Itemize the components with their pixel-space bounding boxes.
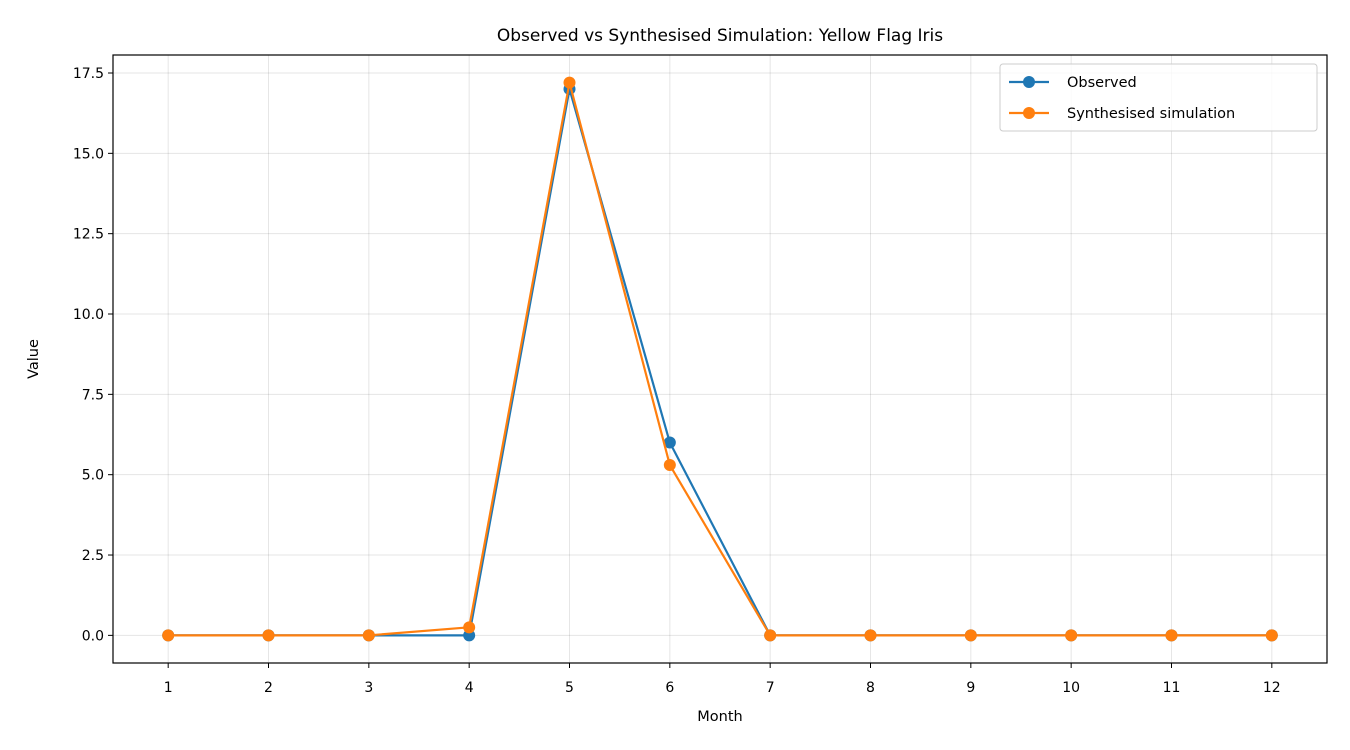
series-1 [162, 76, 1278, 642]
x-tick-label: 2 [264, 680, 273, 696]
x-tick-label: 9 [966, 680, 975, 696]
y-tick-label: 17.5 [73, 66, 104, 82]
legend-box [999, 63, 1318, 132]
y-axis-label: Value [26, 339, 42, 379]
legend-marker [1023, 107, 1035, 119]
x-tick-label: 4 [465, 680, 474, 696]
y-tick-label: 12.5 [73, 227, 104, 243]
data-point [262, 629, 275, 642]
x-axis-label: Month [697, 709, 742, 725]
y-axis-ticks: 0.0 2.5 5.0 7.5 10.0 12.5 15.0 17.5 [73, 66, 113, 644]
data-point [563, 76, 576, 89]
x-tick-label: 11 [1163, 680, 1181, 696]
x-tick-label: 8 [866, 680, 875, 696]
y-tick-label: 15.0 [73, 146, 104, 162]
y-tick-label: 0.0 [82, 628, 104, 644]
y-tick-label: 5.0 [82, 468, 104, 484]
data-point [663, 459, 676, 472]
x-tick-label: 10 [1062, 680, 1080, 696]
legend-label: Synthesised simulation [1067, 106, 1235, 122]
data-point [1265, 629, 1278, 642]
legend-label: Observed [1067, 75, 1137, 91]
x-tick-label: 1 [164, 680, 173, 696]
x-tick-label: 12 [1263, 680, 1281, 696]
y-tick-label: 10.0 [73, 307, 104, 323]
x-tick-label: 3 [364, 680, 373, 696]
x-tick-label: 5 [565, 680, 574, 696]
legend: Observed Synthesised simulation [999, 63, 1318, 132]
x-axis-ticks: 1 2 3 4 5 6 7 8 9 10 11 12 [164, 663, 1281, 696]
x-tick-label: 6 [665, 680, 674, 696]
data-point [1065, 629, 1078, 642]
data-point [162, 629, 175, 642]
series-line [168, 81, 1272, 637]
plot-area-frame [112, 54, 1328, 664]
data-point [864, 629, 877, 642]
chart-title: Observed vs Synthesised Simulation: Yell… [497, 26, 943, 46]
data-point [362, 629, 375, 642]
data-point [764, 629, 777, 642]
data-point [463, 621, 476, 634]
y-tick-label: 7.5 [82, 387, 104, 403]
legend-marker [1023, 76, 1035, 88]
data-point [1165, 629, 1178, 642]
x-tick-label: 7 [766, 680, 775, 696]
data-point [964, 629, 977, 642]
data-point [663, 436, 676, 449]
series-layer [162, 76, 1278, 642]
y-tick-label: 2.5 [82, 548, 104, 564]
